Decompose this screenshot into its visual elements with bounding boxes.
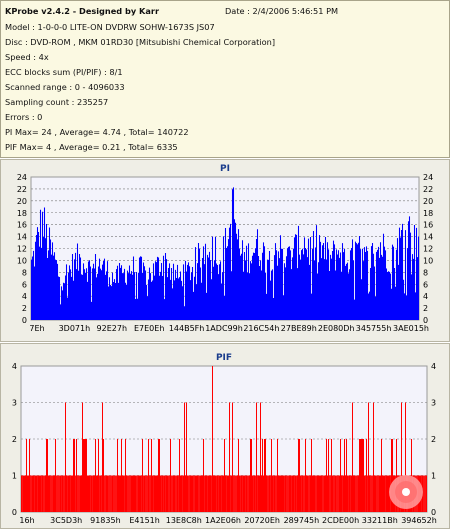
y-tick-label-right: 22 <box>423 185 433 194</box>
info-ecc: ECC blocks sum (PI/PIF) : 8/1 <box>5 67 123 77</box>
info-range: Scanned range : 0 - 4096033 <box>5 82 125 92</box>
x-tick-label: 13E8C8h <box>166 516 202 525</box>
x-tick-label: 1A2E06h <box>205 516 241 525</box>
pif-chart-panel: PIF 0 0 1 1 2 2 3 3 4 4 16h 3C5D3h 91835h E4151h 13E8C8… <box>0 343 450 529</box>
x-tick-label: 2E080Dh <box>318 324 355 333</box>
y-tick-label-right: 14 <box>423 233 433 242</box>
y-tick-label-right: 1 <box>431 472 436 481</box>
y-tick-label-right: 20 <box>423 197 433 206</box>
x-tick-label: E4151h <box>129 516 159 525</box>
y-tick-label-left: 10 <box>17 256 27 265</box>
info-panel: KProbe v2.4.2 - Designed by Karr Date : … <box>0 0 450 158</box>
y-tick-label-left: 3 <box>12 399 17 408</box>
info-sampling: Sampling count : 235257 <box>5 97 109 107</box>
y-tick-label-left: 4 <box>22 292 27 301</box>
y-tick-label-left: 6 <box>22 280 27 289</box>
y-tick-label-right: 12 <box>423 245 433 254</box>
x-tick-label: 216C54h <box>243 324 279 333</box>
y-tick-label-right: 0 <box>423 316 428 325</box>
y-tick-label-left: 2 <box>22 304 27 313</box>
x-tick-label: 3D071h <box>59 324 91 333</box>
x-tick-label: 92E27h <box>97 324 127 333</box>
y-tick-label-left: 4 <box>12 362 17 371</box>
y-tick-label-left: 24 <box>17 173 27 182</box>
y-tick-label-left: 0 <box>22 316 27 325</box>
app-title: KProbe v2.4.2 - Designed by Karr <box>5 6 159 16</box>
pi-bars <box>30 187 420 320</box>
y-tick-label-left: 0 <box>12 508 17 517</box>
y-tick-label-right: 4 <box>423 292 428 301</box>
y-tick-label-right: 6 <box>423 280 428 289</box>
x-tick-label: 289745h <box>284 516 320 525</box>
y-tick-label-right: 8 <box>423 268 428 277</box>
pi-baseline-band <box>31 315 419 320</box>
y-tick-label-right: 3 <box>431 399 436 408</box>
y-tick-label-right: 2 <box>431 435 436 444</box>
x-tick-label: E7E0Eh <box>134 324 164 333</box>
info-pi-stats: PI Max= 24 , Average= 4.74 , Total= 1407… <box>5 127 189 137</box>
info-speed: Speed : 4x <box>5 52 49 62</box>
y-tick-label-left: 2 <box>12 435 17 444</box>
x-tick-label: 20720Eh <box>244 516 280 525</box>
y-tick-label-right: 2 <box>423 304 428 313</box>
y-tick-label-left: 14 <box>17 233 27 242</box>
y-tick-label-right: 0 <box>431 508 436 517</box>
x-tick-label: 16h <box>19 516 34 525</box>
x-tick-label: 3C5D3h <box>50 516 82 525</box>
info-disc: Disc : DVD-ROM , MKM 01RD30 [Mitsubishi … <box>5 37 276 47</box>
x-tick-label: 3AE015h <box>393 324 429 333</box>
series-bars <box>30 187 420 320</box>
y-tick-label-left: 1 <box>12 472 17 481</box>
y-tick-label-left: 18 <box>17 209 27 218</box>
y-tick-label-left: 22 <box>17 185 27 194</box>
series-bars <box>21 366 427 512</box>
chart-title: PIF <box>216 353 232 363</box>
y-tick-label-right: 18 <box>423 209 433 218</box>
y-tick-label-left: 8 <box>22 268 27 277</box>
y-tick-label-right: 24 <box>423 173 433 182</box>
x-tick-label: 345755h <box>356 324 392 333</box>
pif-chart: PIF 0 0 1 1 2 2 3 3 4 4 16h 3C5D3h 91835h E4151h 13E8C8… <box>12 353 437 525</box>
y-tick-label-left: 16 <box>17 221 27 230</box>
x-tick-label: 7Eh <box>29 324 44 333</box>
y-tick-label-right: 10 <box>423 256 433 265</box>
disc-watermark-icon <box>389 475 423 509</box>
y-tick-label-right: 4 <box>431 362 436 371</box>
x-tick-label: 394652h <box>401 516 437 525</box>
x-tick-label: 33211Bh <box>362 516 398 525</box>
info-model: Model : 1-0-0-0 LITE-ON DVDRW SOHW-1673S… <box>5 22 215 32</box>
y-tick-label-left: 12 <box>17 245 27 254</box>
y-tick-label-left: 20 <box>17 197 27 206</box>
x-tick-label: 2CDE00h <box>322 516 359 525</box>
info-pif-stats: PIF Max= 4 , Average= 0.21 , Total= 6335 <box>5 142 178 152</box>
pi-chart-panel: PI 0 0 2 2 4 4 6 6 8 8 10 10 12 12 14 14 16 16 18 18 20 20 22 22… <box>0 159 450 342</box>
info-errors: Errors : 0 <box>5 112 43 122</box>
scan-date: Date : 2/4/2006 5:46:51 PM <box>225 6 339 16</box>
x-tick-label: 27BE89h <box>281 324 317 333</box>
pif-level-1-band <box>21 475 427 512</box>
x-tick-label: 144B5Fh <box>169 324 205 333</box>
chart-title: PI <box>220 164 230 174</box>
y-tick-label-right: 16 <box>423 221 433 230</box>
x-tick-label: 91835h <box>90 516 121 525</box>
x-tick-label: 1ADC99h <box>205 324 243 333</box>
